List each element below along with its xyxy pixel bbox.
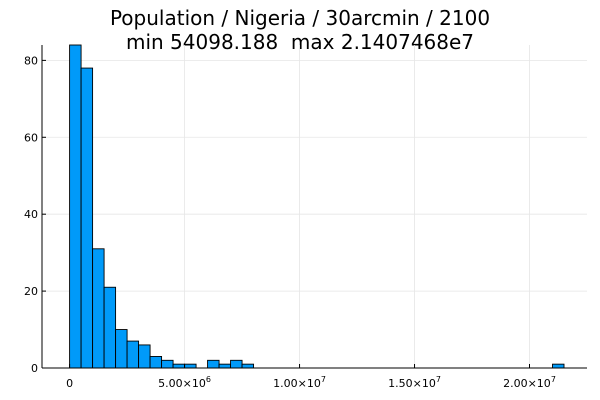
grid-lines — [42, 45, 587, 369]
histogram-bar — [184, 363, 197, 369]
x-tick-label: 5.00×106 — [158, 375, 211, 390]
histogram-bar — [207, 359, 220, 369]
histogram-bar — [115, 329, 128, 369]
chart-title-line-2: min 54098.188 max 2.1407468e7 — [125, 30, 475, 54]
chart-title-line-1: Population / Nigeria / 30arcmin / 2100 — [109, 6, 491, 30]
histogram-bar — [80, 67, 94, 369]
y-tick-label: 40 — [24, 208, 38, 221]
histogram-bar — [218, 363, 232, 369]
histogram-bars — [69, 44, 565, 369]
histogram-bar — [126, 340, 140, 369]
x-tick-label: 1.00×107 — [273, 375, 326, 390]
histogram-bar — [69, 44, 82, 369]
y-tick-label: 0 — [31, 362, 38, 375]
x-tick-label: 0 — [66, 377, 73, 390]
y-tick-label: 60 — [24, 131, 38, 144]
histogram-bar — [92, 248, 105, 369]
histogram-bar — [552, 363, 565, 369]
histogram-bar — [241, 363, 255, 369]
histogram-bar — [149, 356, 163, 369]
x-tick-label: 1.50×107 — [388, 375, 441, 390]
histogram-bar — [138, 344, 151, 369]
y-tick-label: 20 — [24, 285, 38, 298]
histogram-bar — [172, 363, 186, 369]
histogram-bar — [161, 359, 174, 369]
tick-labels: 0 20 40 60 80 0 5.00×106 1.00×107 1.50×107 2.00×1… — [24, 54, 556, 390]
axes — [41, 45, 587, 369]
histogram-bar — [103, 286, 117, 369]
x-tick-label: 2.00×107 — [503, 375, 556, 390]
histogram-bar — [230, 359, 243, 369]
y-tick-label: 80 — [24, 54, 38, 67]
